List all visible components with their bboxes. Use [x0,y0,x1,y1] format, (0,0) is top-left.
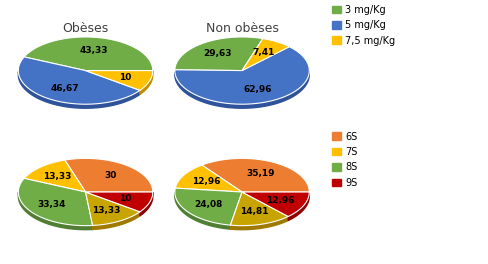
Text: 62,96: 62,96 [243,86,271,95]
Text: 12,96: 12,96 [265,196,294,205]
Legend: 3 mg/Kg, 5 mg/Kg, 7,5 mg/Kg: 3 mg/Kg, 5 mg/Kg, 7,5 mg/Kg [332,5,394,46]
Polygon shape [230,192,287,226]
Text: 10: 10 [119,194,131,203]
Polygon shape [140,192,153,216]
Polygon shape [175,192,230,229]
Text: 13,33: 13,33 [43,172,72,181]
Title: Obèses: Obèses [62,22,108,35]
Polygon shape [175,37,262,70]
Text: 33,34: 33,34 [38,200,66,209]
Title: Non obèses: Non obèses [205,22,278,35]
Text: 10: 10 [119,73,131,82]
Polygon shape [242,39,289,70]
Polygon shape [175,71,308,108]
Polygon shape [230,216,287,230]
Text: 14,81: 14,81 [239,208,268,216]
Polygon shape [175,188,242,225]
Polygon shape [242,192,308,216]
Text: 46,67: 46,67 [50,84,79,93]
Polygon shape [175,47,308,104]
Polygon shape [19,192,92,230]
Polygon shape [19,57,140,104]
Polygon shape [65,158,153,192]
Polygon shape [85,192,140,225]
Legend: 6S, 7S, 8S, 9S: 6S, 7S, 8S, 9S [332,131,357,188]
Polygon shape [92,212,140,229]
Polygon shape [202,158,308,192]
Polygon shape [24,160,85,192]
Text: 35,19: 35,19 [246,169,274,178]
Text: 24,08: 24,08 [194,200,223,209]
Text: 29,63: 29,63 [203,49,232,58]
Polygon shape [287,192,308,220]
Polygon shape [85,192,153,212]
Text: 43,33: 43,33 [80,46,108,55]
Text: 7,41: 7,41 [252,48,274,57]
Polygon shape [19,178,92,226]
Text: 30: 30 [103,171,116,180]
Text: 12,96: 12,96 [191,177,220,186]
Polygon shape [24,37,153,70]
Polygon shape [140,70,153,94]
Polygon shape [175,165,242,192]
Polygon shape [19,72,140,108]
Polygon shape [85,70,153,90]
Text: 13,33: 13,33 [92,206,121,215]
